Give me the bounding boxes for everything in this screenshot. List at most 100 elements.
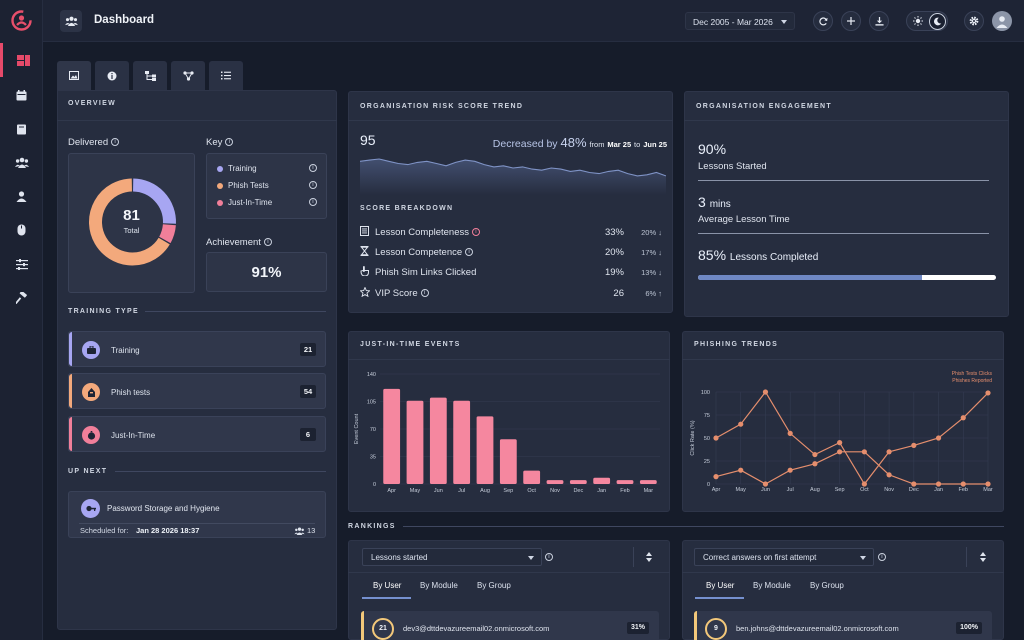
info-icon[interactable]: i [225, 138, 234, 147]
avatar[interactable] [992, 11, 1012, 31]
info-icon[interactable]: i [309, 181, 317, 189]
tab-by-user[interactable]: By User [706, 581, 735, 590]
add-button[interactable] [841, 11, 861, 31]
data-point[interactable] [886, 449, 892, 455]
ranking-row[interactable]: 9 ben.johns@dttdevazureemail02.onmicroso… [694, 611, 992, 640]
tab-by-user[interactable]: By User [373, 581, 402, 590]
up-next-card[interactable]: Password Storage and Hygiene Scheduled f… [68, 491, 326, 538]
bar-oct[interactable] [523, 470, 541, 484]
sidebar-item-phishing[interactable] [0, 213, 43, 247]
data-point[interactable] [911, 481, 917, 487]
tab-by-module[interactable]: By Module [420, 581, 458, 590]
theme-toggle[interactable] [906, 11, 948, 31]
tab-hierarchy[interactable] [133, 61, 167, 90]
breakdown-name: Lesson Completeness i [375, 227, 480, 238]
donut-slice-phish-tests[interactable] [89, 178, 170, 266]
data-point[interactable] [713, 435, 719, 441]
tab-by-group[interactable]: By Group [477, 581, 511, 590]
info-icon[interactable]: i [545, 553, 553, 561]
data-point[interactable] [787, 467, 793, 473]
bar-feb[interactable] [616, 480, 634, 484]
rankings-right-select[interactable]: Correct answers on first attempt [694, 548, 874, 566]
data-point[interactable] [762, 389, 769, 395]
data-point[interactable] [861, 449, 867, 455]
training-type-row[interactable]: Phish tests 54 [68, 373, 326, 409]
data-point[interactable] [762, 481, 769, 487]
bar-sep[interactable] [499, 439, 517, 484]
completion-progress-fill [698, 275, 922, 280]
data-point[interactable] [935, 435, 942, 441]
rankings-left-select[interactable]: Lessons started [362, 548, 542, 566]
bar-nov[interactable] [546, 480, 564, 484]
download-button[interactable] [869, 11, 889, 31]
bar-mar[interactable] [639, 480, 657, 484]
ranking-row[interactable]: 21 dev3@dttdevazureemail02.onmicrosoft.c… [361, 611, 659, 640]
date-range-select[interactable]: Dec 2005 - Mar 2026 [685, 12, 795, 30]
sidebar-item-library[interactable] [0, 112, 43, 146]
up-next-item: Password Storage and Hygiene [107, 504, 220, 513]
data-point[interactable] [960, 481, 966, 487]
settings-button[interactable] [964, 11, 984, 31]
tab-info[interactable] [95, 61, 129, 90]
tab-list[interactable] [209, 61, 243, 90]
data-point[interactable] [738, 467, 744, 473]
training-type-row[interactable]: Training 21 [68, 331, 326, 367]
bar-jul[interactable] [453, 400, 471, 484]
data-point[interactable] [985, 481, 991, 487]
data-point[interactable] [812, 461, 818, 467]
data-point[interactable] [713, 474, 719, 480]
sidebar-item-tools[interactable] [0, 281, 43, 315]
data-point[interactable] [911, 442, 917, 448]
sidebar-item-groups[interactable] [0, 145, 43, 179]
donut-slice-just-in-time[interactable] [159, 223, 176, 244]
top-bar: Dashboard Dec 2005 - Mar 2026 [43, 0, 1024, 42]
info-icon[interactable]: i [309, 164, 317, 172]
info-icon[interactable]: i [309, 198, 317, 206]
info-icon[interactable]: i [878, 553, 886, 561]
sidebar-item-user[interactable] [0, 179, 43, 213]
logo-icon[interactable] [9, 8, 34, 33]
data-point[interactable] [985, 390, 991, 396]
info-icon[interactable]: i [263, 238, 272, 247]
tab-by-module[interactable]: By Module [753, 581, 791, 590]
sort-icon[interactable] [980, 552, 986, 562]
scheduled-date: Jan 28 2026 18:37 [136, 526, 200, 535]
tab-overview[interactable] [57, 61, 91, 90]
bar-apr[interactable] [383, 388, 401, 484]
sort-icon[interactable] [646, 552, 652, 562]
tab-network[interactable] [171, 61, 205, 90]
data-point[interactable] [812, 451, 818, 458]
breakdown-row[interactable]: VIP Score i 26 6% ↑ [360, 284, 662, 304]
sidebar-item-settings[interactable] [0, 247, 43, 281]
data-point[interactable] [861, 481, 867, 487]
select-value: Correct answers on first attempt [703, 553, 817, 562]
avg-time-value: 3 mins [698, 194, 731, 210]
training-type-row[interactable]: Just-In-Time 6 [68, 416, 326, 452]
y-tick-label: 0 [707, 482, 710, 488]
breakdown-row[interactable]: Lesson Competence i 20% 17% ↓ [360, 243, 662, 263]
delivered-label: Delivered i [68, 137, 120, 148]
breakdown-row[interactable]: Lesson Completeness i 33% 20% ↓ [360, 223, 662, 243]
sidebar-item-calendar[interactable] [0, 78, 43, 112]
bar-may[interactable] [406, 400, 424, 484]
avg-time-label: Average Lesson Time [698, 214, 790, 225]
bar-aug[interactable] [476, 416, 494, 484]
data-point[interactable] [960, 415, 966, 421]
refresh-button[interactable] [813, 11, 833, 31]
tab-by-group[interactable]: By Group [810, 581, 844, 590]
phishing-panel [682, 331, 1004, 512]
data-point[interactable] [837, 440, 843, 446]
bar-dec[interactable] [569, 480, 587, 484]
sun-icon [913, 16, 923, 26]
data-point[interactable] [886, 472, 892, 478]
data-point[interactable] [837, 449, 843, 455]
bar-jun[interactable] [429, 397, 447, 484]
data-point[interactable] [738, 421, 744, 427]
bar-jan[interactable] [593, 477, 611, 484]
sidebar-item-dashboard[interactable] [0, 43, 43, 77]
breakdown-row[interactable]: Phish Sim Links Clicked 19% 13% ↓ [360, 263, 662, 283]
donut-slice-training[interactable] [132, 178, 176, 224]
data-point[interactable] [935, 481, 942, 487]
data-point[interactable] [787, 430, 793, 436]
info-icon[interactable]: i [111, 138, 120, 147]
